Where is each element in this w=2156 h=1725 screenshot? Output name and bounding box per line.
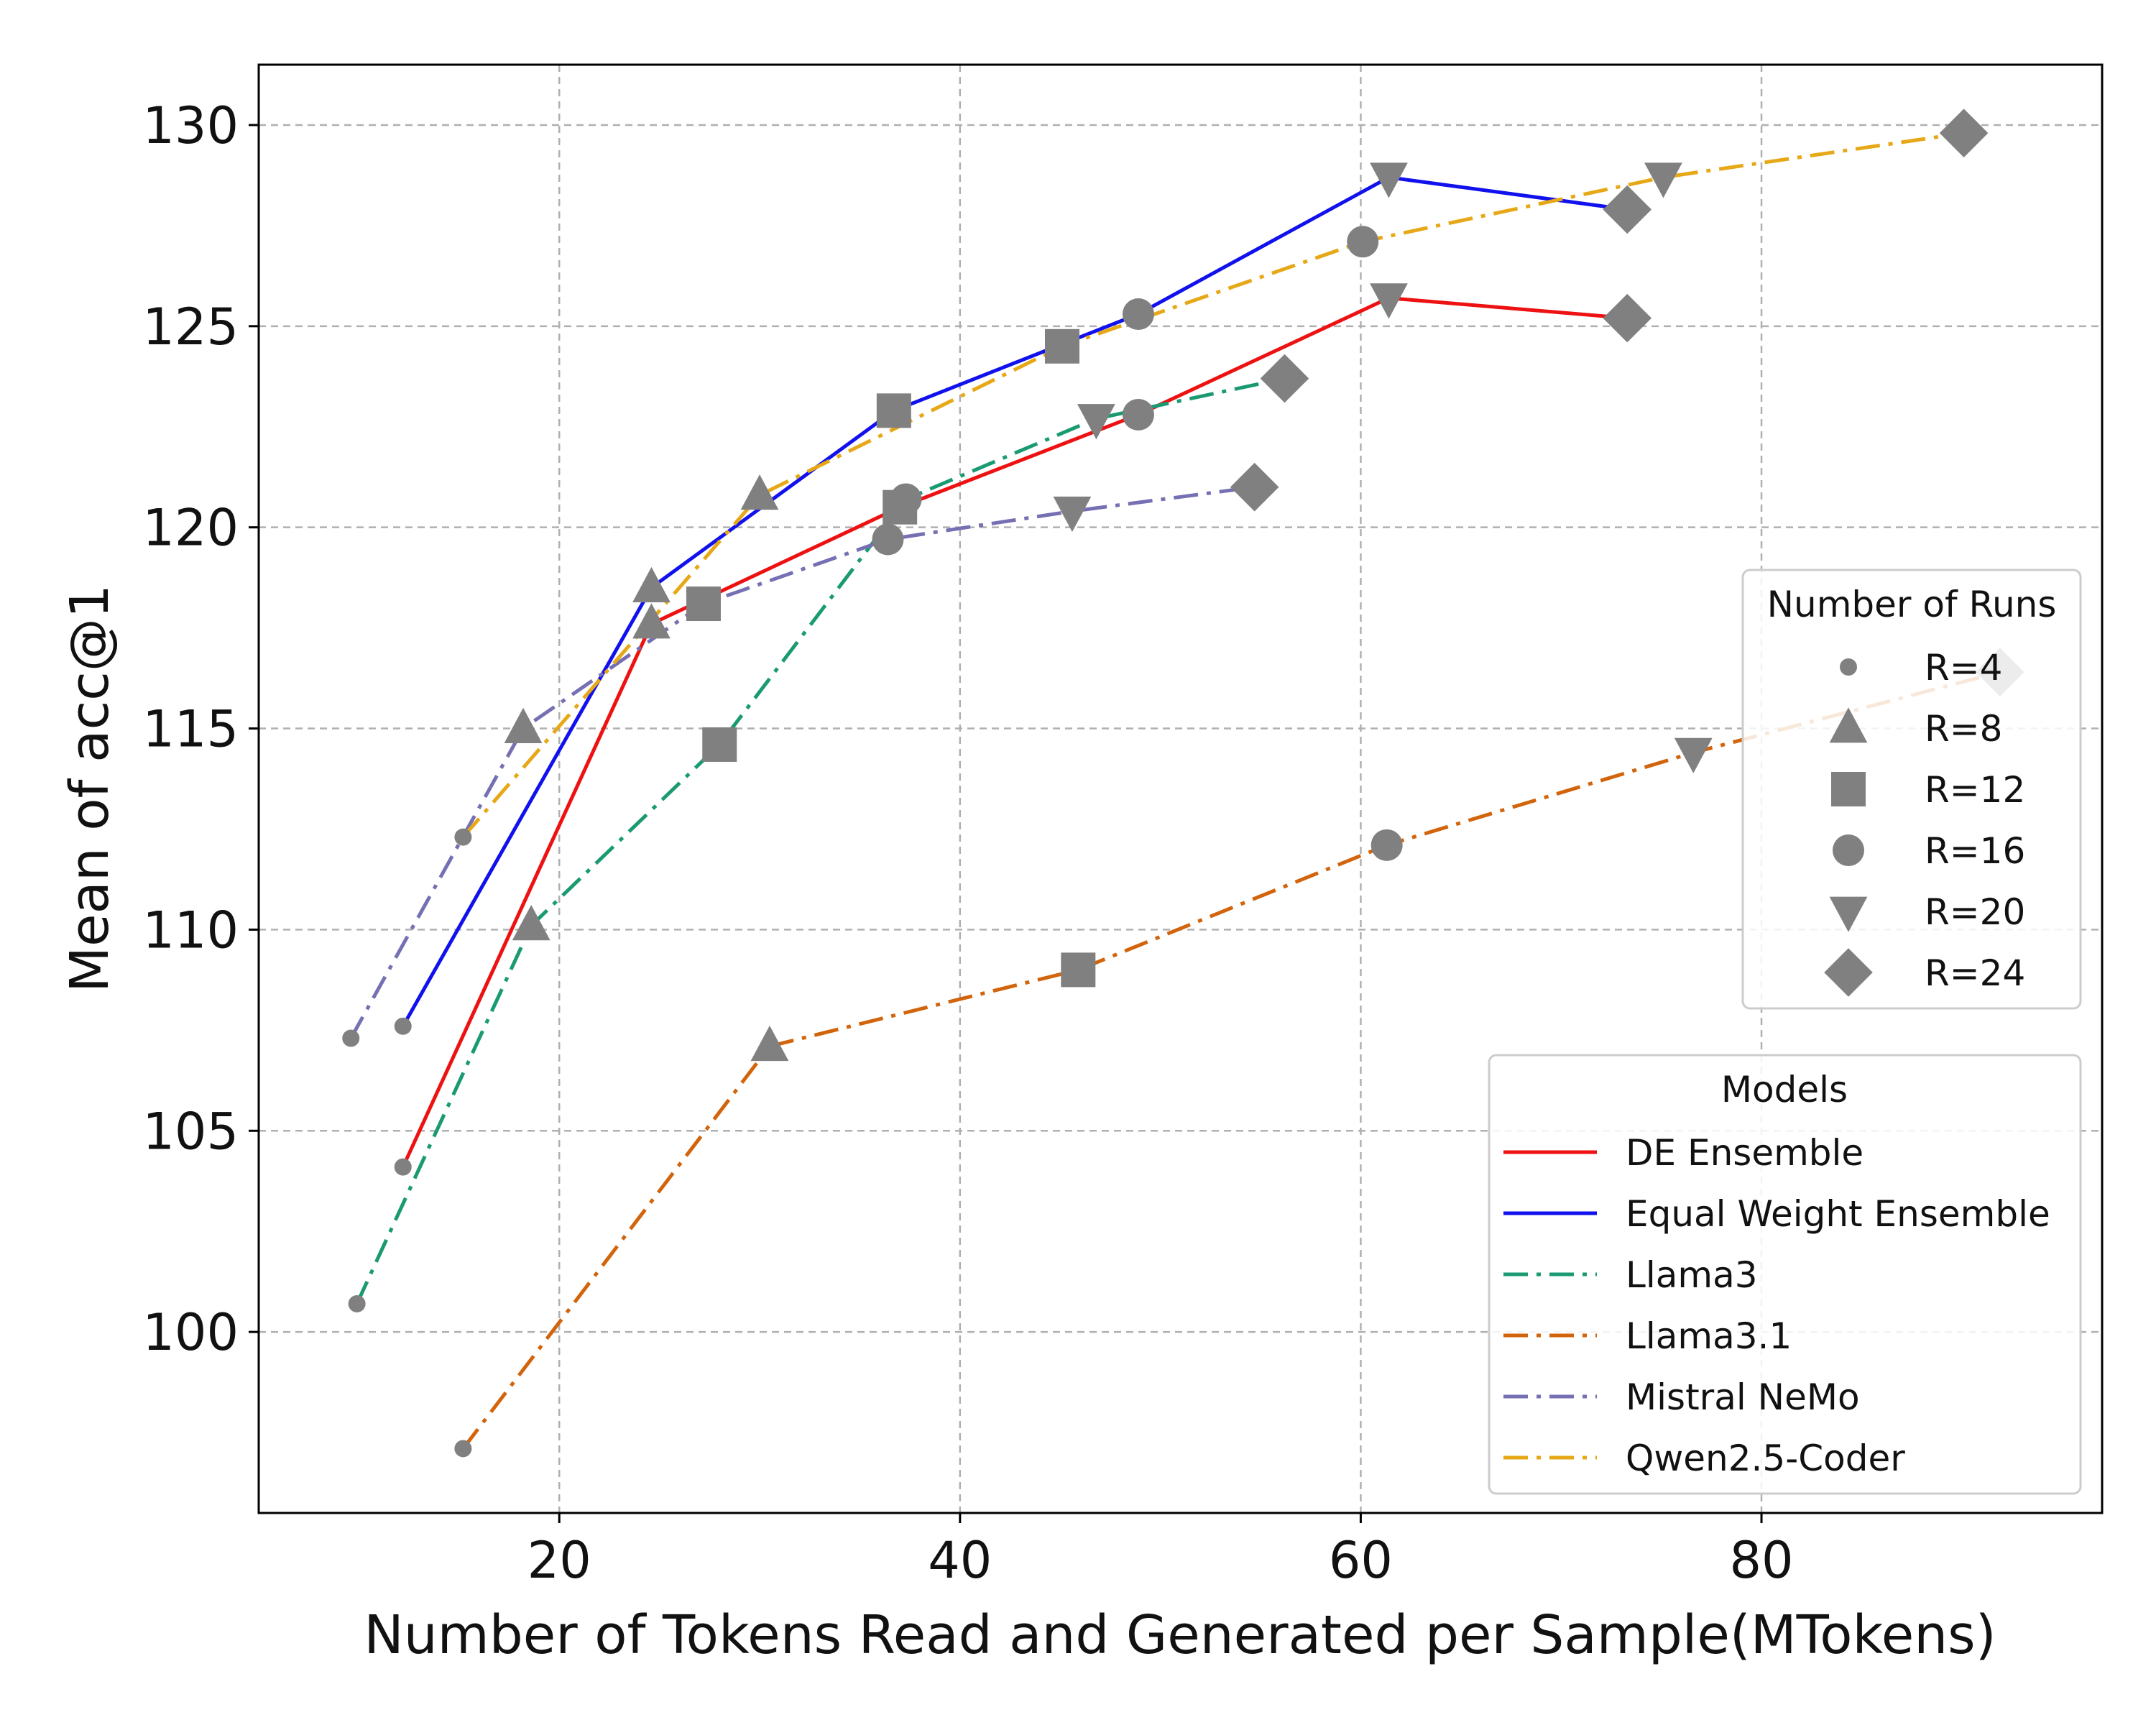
data-point-marker xyxy=(632,566,671,603)
data-point-marker xyxy=(1347,226,1379,258)
x-tick-label: 60 xyxy=(1329,1531,1393,1590)
data-point-marker xyxy=(1122,298,1154,331)
data-point-marker xyxy=(872,523,904,556)
y-tick-label: 100 xyxy=(142,1303,239,1362)
data-point-marker xyxy=(1674,737,1713,773)
run-legend-marker xyxy=(1829,896,1868,932)
run-legend-title: Number of Runs xyxy=(1767,584,2057,625)
data-point-marker xyxy=(1260,354,1309,403)
data-point-marker xyxy=(1603,185,1652,234)
model-legend-label: Llama3.1 xyxy=(1626,1315,1792,1357)
data-point-marker xyxy=(632,603,671,639)
model-legend-label: DE Ensemble xyxy=(1626,1132,1864,1174)
run-legend-marker xyxy=(1829,707,1868,743)
model-legend-label: Equal Weight Ensemble xyxy=(1626,1193,2050,1235)
run-legend-box xyxy=(1741,569,2082,1010)
data-point-marker xyxy=(1230,462,1279,512)
x-axis-ticks: 20 40 60 80 xyxy=(528,1513,1794,1590)
data-point-marker xyxy=(394,1158,412,1176)
plot-frame xyxy=(257,63,2104,1514)
run-legend-label: R=4 xyxy=(1925,647,2002,689)
data-point-marker xyxy=(740,474,779,510)
x-tick-label: 80 xyxy=(1729,1531,1793,1590)
y-axis-ticks: 100 105 110 115 120 125 130 xyxy=(142,96,259,1362)
data-point-marker xyxy=(348,1294,366,1312)
data-point-marker xyxy=(1077,404,1115,440)
y-tick-label: 115 xyxy=(142,700,239,759)
data-markers xyxy=(342,109,2024,1458)
data-point-marker xyxy=(702,727,737,762)
x-axis-title: Number of Tokens Read and Generated per … xyxy=(364,1604,1996,1666)
data-point-marker xyxy=(394,1017,412,1035)
series-line-de-ensemble xyxy=(401,296,1628,1168)
run-legend: Number of Runs R=4 R=8 R=12 R=16 R=20 R=24 xyxy=(1741,569,2082,1010)
model-legend-entries: DE Ensemble Equal Weight Ensemble Llama3 Ll… xyxy=(1503,1132,2050,1479)
run-legend-label: R=24 xyxy=(1925,952,2025,994)
run-legend-label: R=12 xyxy=(1925,769,2025,811)
run-legend-marker xyxy=(1840,658,1857,676)
series-line-mistral-nemo xyxy=(349,485,1255,1039)
data-point-marker xyxy=(1370,829,1403,861)
x-tick-label: 40 xyxy=(928,1531,992,1590)
run-legend-label: R=20 xyxy=(1925,891,2025,933)
data-point-marker xyxy=(876,393,911,428)
run-legend-entries: R=4 R=8 R=12 R=16 R=20 R=24 xyxy=(1824,647,2025,997)
data-point-marker xyxy=(454,1440,472,1458)
y-tick-label: 120 xyxy=(142,499,239,558)
series-line-equal-weight-ensemble xyxy=(401,175,1628,1027)
x-tick-label: 20 xyxy=(528,1531,591,1590)
data-point-marker xyxy=(890,483,922,515)
run-legend-label: R=16 xyxy=(1925,830,2025,872)
data-point-marker xyxy=(454,828,472,846)
data-point-marker xyxy=(686,586,721,622)
data-point-marker xyxy=(1939,109,1989,157)
run-legend-marker xyxy=(1831,772,1866,806)
y-tick-label: 105 xyxy=(142,1102,239,1161)
data-point-marker xyxy=(512,905,550,941)
data-point-marker xyxy=(1122,398,1154,431)
series-line-llama3 xyxy=(355,377,1286,1305)
data-point-marker xyxy=(1644,162,1682,198)
run-legend-marker xyxy=(1833,834,1864,866)
run-legend-marker xyxy=(1824,948,1873,997)
run-legend-label: R=8 xyxy=(1925,708,2002,750)
y-tick-label: 110 xyxy=(142,901,239,960)
data-point-marker xyxy=(1370,283,1408,319)
data-point-marker xyxy=(750,1025,789,1062)
y-tick-label: 130 xyxy=(142,96,239,155)
data-point-marker xyxy=(504,707,543,743)
model-legend: Models DE Ensemble Equal Weight Ensemble L… xyxy=(1488,1054,2082,1495)
model-legend-label: Qwen2.5-Coder xyxy=(1626,1438,1905,1479)
data-point-marker xyxy=(1045,328,1080,364)
data-point-marker xyxy=(1370,162,1408,198)
y-tick-label: 125 xyxy=(142,298,239,356)
model-legend-label: Mistral NeMo xyxy=(1626,1376,1860,1418)
data-point-marker xyxy=(1053,496,1092,533)
y-axis-title: Mean of acc@1 xyxy=(59,584,121,993)
series-line-qwen2-5-coder xyxy=(461,131,1964,839)
data-point-marker xyxy=(342,1029,360,1047)
model-legend-box xyxy=(1488,1054,2082,1495)
model-legend-title: Models xyxy=(1721,1069,1848,1110)
data-point-marker xyxy=(1603,293,1652,343)
data-point-marker xyxy=(1061,952,1096,988)
model-legend-label: Llama3 xyxy=(1626,1254,1758,1296)
